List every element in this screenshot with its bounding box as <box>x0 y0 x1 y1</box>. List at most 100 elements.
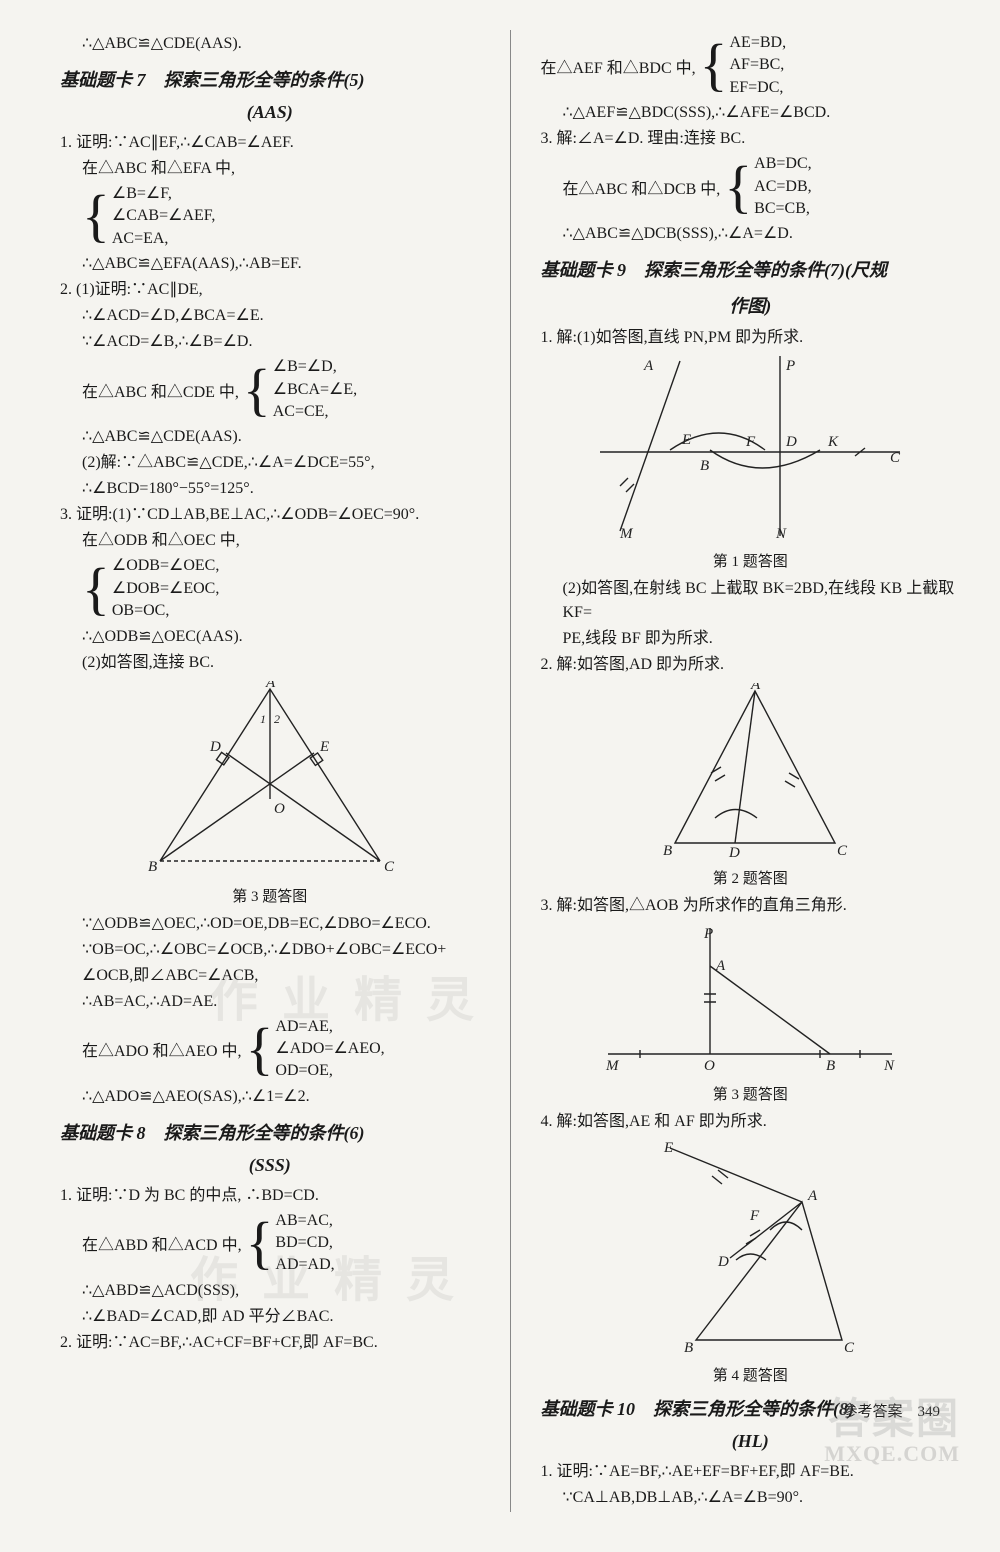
brace-item: OD=OE, <box>275 1060 384 1082</box>
text-line: (2)如答图,在射线 BC 上截取 BK=2BD,在线段 KB 上截取KF= <box>541 577 961 625</box>
fig-label: B <box>663 843 672 858</box>
card7-title: 基础题卡 7 探索三角形全等的条件(5) <box>60 66 480 92</box>
text-line: 1. 证明:∵D 为 BC 的中点, ∴BD=CD. <box>60 1184 480 1208</box>
fig-label: C <box>837 843 848 858</box>
fig-label: O <box>704 1058 715 1074</box>
figure-caption: 第 3 题答图 <box>60 885 480 906</box>
brace-label: 在△ABC 和△CDE 中, <box>82 378 239 402</box>
brace-item: ∠ODB=∠OEC, <box>112 555 220 577</box>
fig-label: M <box>619 526 634 541</box>
brace-icon: { <box>246 1220 274 1266</box>
brace-block: 在△AEF 和△BDC 中, { AE=BD, AF=BC, EF=DC, <box>541 32 961 99</box>
figure-caption: 第 4 题答图 <box>541 1364 961 1385</box>
brace-icon: { <box>82 193 110 239</box>
watermark-small: MXQE.COM <box>824 1441 960 1467</box>
brace-item: AB=DC, <box>754 153 811 175</box>
text-line: ∵OB=OC,∴∠OBC=∠OCB,∴∠DBO+∠OBC=∠ECO+ <box>60 938 480 962</box>
brace-icon: { <box>700 42 728 88</box>
brace-item: ∠B=∠D, <box>273 356 357 378</box>
brace-item: EF=DC, <box>729 77 786 99</box>
brace-label: 在△ABD 和△ACD 中, <box>82 1231 242 1255</box>
fig-label: E <box>319 739 329 755</box>
fig-label: D <box>728 845 740 858</box>
text-line: 3. 解:如答图,△AOB 为所求作的直角三角形. <box>541 894 961 918</box>
column-separator <box>510 30 511 1512</box>
watermark-big: 答案圈 <box>828 1385 960 1446</box>
fig-label: 1 <box>260 712 266 726</box>
brace-item: ∠CAB=∠AEF, <box>112 205 216 227</box>
fig-label: A <box>643 358 654 374</box>
text-line: ∴AB=AC,∴AD=AE. <box>60 990 480 1014</box>
text-line: 2. 证明:∵AC=BF,∴AC+CF=BF+CF,即 AF=BC. <box>60 1331 480 1355</box>
text-line: ∵∠ACD=∠B,∴∠B=∠D. <box>60 330 480 354</box>
text-line: ∴△AEF≌△BDC(SSS),∴∠AFE=∠BCD. <box>541 101 961 125</box>
figure-caption: 第 1 题答图 <box>541 550 961 571</box>
fig-label: A <box>807 1188 818 1204</box>
figure-caption: 第 2 题答图 <box>541 867 961 888</box>
fig-label: B <box>700 458 709 474</box>
brace-item: BD=CD, <box>275 1232 334 1254</box>
text-line: ∴△ABC≌△CDE(AAS). <box>60 425 480 449</box>
text-line: 在△ODB 和△OEC 中, <box>60 529 480 553</box>
text-line: 2. (1)证明:∵AC∥DE, <box>60 278 480 302</box>
brace-item: ∠B=∠F, <box>112 183 216 205</box>
brace-block: 在△ABD 和△ACD 中, { AB=AC, BD=CD, AD=AD, <box>82 1210 480 1277</box>
text-line: ∴∠BAD=∠CAD,即 AD 平分∠BAC. <box>60 1305 480 1329</box>
card8-title: 基础题卡 8 探索三角形全等的条件(6) <box>60 1119 480 1145</box>
text-line: 2. 解:如答图,AD 即为所求. <box>541 653 961 677</box>
fig-label: N <box>775 526 787 541</box>
text-line: PE,线段 BF 即为所求. <box>541 627 961 651</box>
text-line: ∴△ABC≌△CDE(AAS). <box>60 32 480 56</box>
brace-block: { ∠ODB=∠OEC, ∠DOB=∠EOC, OB=OC, <box>82 555 480 622</box>
brace-item: ∠BCA=∠E, <box>273 379 357 401</box>
page: ∴△ABC≌△CDE(AAS). 基础题卡 7 探索三角形全等的条件(5) (A… <box>0 0 1000 1552</box>
text-line: ∴△ODB≌△OEC(AAS). <box>60 625 480 649</box>
brace-label: 在△AEF 和△BDC 中, <box>541 54 696 78</box>
fig-label: K <box>827 434 839 450</box>
fig-label: A <box>715 958 726 974</box>
brace-item: AC=EA, <box>112 228 216 250</box>
brace-item: OB=OC, <box>112 600 220 622</box>
fig-label: B <box>684 1340 693 1355</box>
fig-label: E <box>681 432 691 448</box>
text-line: ∴△ABC≌△EFA(AAS),∴AB=EF. <box>60 252 480 276</box>
text-line: ∠OCB,即∠ABC=∠ACB, <box>60 964 480 988</box>
fig-label: C <box>384 859 395 875</box>
brace-item: AE=BD, <box>729 32 786 54</box>
brace-block: 在△ABC 和△DCB 中, { AB=DC, AC=DB, BC=CB, <box>563 153 961 220</box>
fig-label: C <box>844 1340 855 1355</box>
fig-label: D <box>785 434 797 450</box>
fig-label: B <box>826 1058 835 1074</box>
brace-item: ∠ADO=∠AEO, <box>275 1038 384 1060</box>
fig-label: P <box>703 926 713 942</box>
fig-label: N <box>883 1058 895 1074</box>
text-line: ∴∠ACD=∠D,∠BCA=∠E. <box>60 304 480 328</box>
fig-label: 2 <box>274 712 280 726</box>
brace-block: { ∠B=∠F, ∠CAB=∠AEF, AC=EA, <box>82 183 480 250</box>
fig-label: P <box>785 358 795 374</box>
figure-q3-right: P A M O B N 第 3 题答图 <box>541 924 961 1104</box>
text-line: ∵△ODB≌△OEC,∴OD=OE,DB=EC,∠DBO=∠ECO. <box>60 912 480 936</box>
brace-label: 在△ABC 和△DCB 中, <box>563 175 721 199</box>
brace-icon: { <box>82 566 110 612</box>
fig-label: C <box>890 450 901 466</box>
brace-icon: { <box>724 164 752 210</box>
text-line: ∴△ABD≌△ACD(SSS), <box>60 1279 480 1303</box>
fig-label: F <box>749 1208 760 1224</box>
figure-q1-right: A P E F D K B C M N 第 1 题答图 <box>541 356 961 571</box>
card7-subtitle: (AAS) <box>60 102 480 123</box>
text-line: ∴△ADO≌△AEO(SAS),∴∠1=∠2. <box>60 1085 480 1109</box>
text-line: 1. 证明:∵AC∥EF,∴∠CAB=∠AEF. <box>60 131 480 155</box>
figure-q2-right: A B C D 第 2 题答图 <box>541 683 961 888</box>
brace-item: AF=BC, <box>729 54 786 76</box>
brace-icon: { <box>246 1026 274 1072</box>
fig-label: A <box>750 683 761 693</box>
fig-label: E <box>663 1140 673 1156</box>
card8-subtitle: (SSS) <box>60 1155 480 1176</box>
text-line: 在△ABC 和△EFA 中, <box>60 157 480 181</box>
text-line: (2)解:∵△ABC≌△CDE,∴∠A=∠DCE=55°, <box>60 451 480 475</box>
figure-caption: 第 3 题答图 <box>541 1083 961 1104</box>
fig-label: A <box>265 681 276 691</box>
brace-item: BC=CB, <box>754 198 811 220</box>
text-line: ∴∠BCD=180°−55°=125°. <box>60 477 480 501</box>
